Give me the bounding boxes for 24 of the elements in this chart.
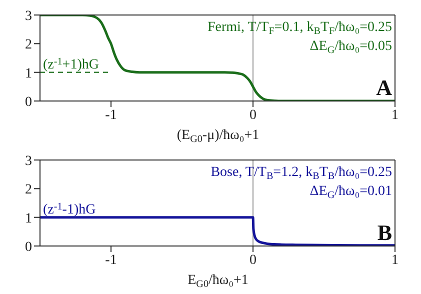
x-axis-title: (E$_{G0}$-μ)/ħω₀+1 xyxy=(176,128,260,144)
annotation: Fermi, T/T$_{F}$=0.1, k$_{B}$T$_{F}$/ħω₀=0.25 xyxy=(208,20,392,36)
x-tick-label: 0 xyxy=(250,108,256,123)
annotation: ΔE$_{G}$/ħω₀=0.01 xyxy=(310,184,392,200)
y-tick-label: 0 xyxy=(25,240,32,255)
y-tick-label: 2 xyxy=(25,38,32,53)
x-axis-title: E$_{G0}$/ħω₀+1 xyxy=(188,273,248,290)
x-tick-label: 1 xyxy=(392,252,398,268)
y-tick-label: 0 xyxy=(25,94,32,110)
x-tick-label: 0 xyxy=(250,252,256,268)
annotation: B xyxy=(377,220,392,245)
x-tick-label: 1 xyxy=(392,108,398,123)
y-tick-label: 2 xyxy=(25,182,32,198)
y-tick-label: 3 xyxy=(25,154,32,169)
annotation: (z$^{-1}$-1)hG xyxy=(43,201,96,218)
annotation: A xyxy=(376,75,392,100)
y-tick-label: 1 xyxy=(25,211,32,226)
y-tick-label: 3 xyxy=(25,8,32,24)
x-tick-label: -1 xyxy=(105,252,117,268)
annotation: ΔE$_{G}$/ħω₀=0.05 xyxy=(310,39,392,56)
annotation: (z$^{-1}$+1)hG xyxy=(43,56,99,72)
annotation: Bose, T/T$_{B}$=1.2, k$_{B}$T$_{B}$/ħω₀=0.25 xyxy=(210,165,392,182)
y-tick-label: 1 xyxy=(25,66,32,82)
x-tick-label: -1 xyxy=(105,108,117,123)
